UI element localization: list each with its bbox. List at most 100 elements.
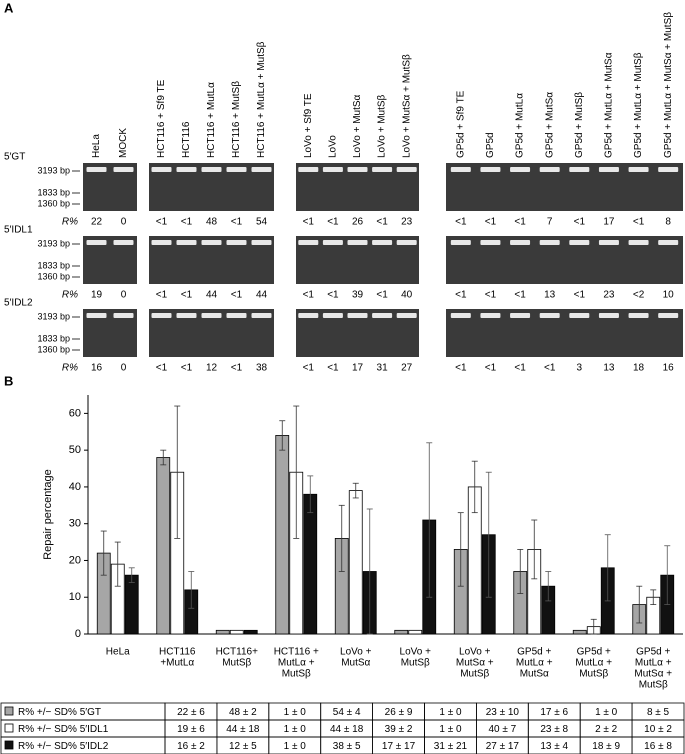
x-tick-label: +MutLα xyxy=(160,658,194,669)
error-bar xyxy=(338,504,345,572)
r-value: <1 xyxy=(327,217,339,228)
r-value: 22 xyxy=(91,217,103,228)
gel-band xyxy=(598,167,619,172)
gel-band xyxy=(176,240,197,245)
table-value: 16 ± 2 xyxy=(177,741,205,752)
r-value: 7 xyxy=(547,217,553,228)
r-value: 23 xyxy=(401,217,413,228)
table-value: 1 ± 0 xyxy=(439,707,462,718)
r-value: 48 xyxy=(206,217,218,228)
r-value: 26 xyxy=(352,217,364,228)
gel-band xyxy=(347,240,368,245)
y-tick-label: 40 xyxy=(69,481,81,493)
y-tick-label: 0 xyxy=(75,628,81,640)
gel-band xyxy=(86,167,107,172)
gel-band xyxy=(201,167,222,172)
lane-label: LoVo + Sf9 TE xyxy=(303,93,314,158)
r-value: <1 xyxy=(156,217,168,228)
lane-label: MOCK xyxy=(118,128,129,158)
gel-band xyxy=(539,167,560,172)
gel-band xyxy=(628,313,649,318)
lane-label: GP5d + MutSβ xyxy=(574,92,585,158)
x-tick-label: MutSβ xyxy=(579,669,608,680)
r-value: 13 xyxy=(544,290,556,301)
x-tick-label: HeLa xyxy=(106,647,130,658)
r-value: <1 xyxy=(303,363,315,374)
gel-band xyxy=(151,167,172,172)
lane-label: LoVo + MutSα + MutSβ xyxy=(401,54,412,158)
r-value: 10 xyxy=(663,290,675,301)
legend-swatch xyxy=(4,723,14,733)
error-bar xyxy=(188,571,195,609)
marker-label: 1833 bp xyxy=(37,260,70,270)
r-value: <1 xyxy=(156,290,168,301)
table-value: 2 ± 2 xyxy=(595,724,618,735)
table-value: 31 ± 21 xyxy=(434,741,468,752)
legend-label: R% +/− SD% 5′IDL1 xyxy=(18,724,109,735)
table-value: 16 ± 8 xyxy=(644,741,672,752)
x-tick-label: LoVo + xyxy=(459,647,491,658)
gel-band xyxy=(113,313,134,318)
marker-label: 1833 bp xyxy=(37,333,70,343)
r-value: <1 xyxy=(376,290,388,301)
x-tick-label: GP5d + xyxy=(636,647,670,658)
bar xyxy=(275,435,290,635)
panel-label: A xyxy=(4,0,14,15)
error-bar xyxy=(664,545,671,605)
legend-swatch xyxy=(4,740,14,750)
lane-label: GP5d + MutLα + MutSα xyxy=(604,52,615,158)
r-value: 44 xyxy=(256,290,268,301)
gel-band xyxy=(598,240,619,245)
gel-band xyxy=(396,313,417,318)
bar xyxy=(124,574,139,635)
gel-band xyxy=(322,240,343,245)
lane-label: GP5d xyxy=(485,132,496,158)
error-bar xyxy=(279,420,286,451)
error-bar xyxy=(307,475,314,514)
table-value: 1 ± 0 xyxy=(284,724,307,735)
gel-band xyxy=(176,313,197,318)
r-value: 0 xyxy=(121,363,127,374)
y-axis-label: Repair percentage xyxy=(42,469,54,560)
r-value: <1 xyxy=(574,217,586,228)
gel-band xyxy=(372,167,393,172)
marker-label: 3193 bp xyxy=(37,238,70,248)
lane-label: HeLa xyxy=(91,134,102,158)
r-value: <1 xyxy=(485,217,497,228)
r-value: 8 xyxy=(665,217,671,228)
table-value: 17 ± 6 xyxy=(540,707,568,718)
marker-label: 1360 bp xyxy=(37,198,70,208)
r-value: <1 xyxy=(514,363,526,374)
gel-band xyxy=(226,167,247,172)
table-value: 1 ± 0 xyxy=(284,741,307,752)
table-value: 39 ± 2 xyxy=(385,724,413,735)
gel-band xyxy=(251,167,272,172)
x-tick-label: MutSα + xyxy=(634,669,672,680)
r-value: 18 xyxy=(633,363,645,374)
r-value: 19 xyxy=(91,290,103,301)
x-tick-label: MutSα + xyxy=(456,658,494,669)
r-value: <1 xyxy=(327,363,339,374)
table-value: 22 ± 6 xyxy=(177,707,205,718)
r-value: <1 xyxy=(303,217,315,228)
r-value: <1 xyxy=(455,363,467,374)
gel-band xyxy=(372,240,393,245)
error-bar xyxy=(100,530,107,576)
r-value: <1 xyxy=(574,290,586,301)
table-value: 26 ± 9 xyxy=(385,707,413,718)
table-value: 17 ± 17 xyxy=(382,741,416,752)
y-tick-label: 30 xyxy=(69,518,81,530)
table-value: 1 ± 0 xyxy=(284,707,307,718)
error-bar xyxy=(485,471,492,598)
error-bar xyxy=(531,519,538,580)
gel-band xyxy=(450,313,471,318)
r-value: <1 xyxy=(485,363,497,374)
table-value: 27 ± 17 xyxy=(486,741,520,752)
bar xyxy=(229,629,244,635)
gel-band xyxy=(450,240,471,245)
table-value: 48 ± 2 xyxy=(229,707,257,718)
x-tick-label: GP5d + xyxy=(577,647,611,658)
error-bar xyxy=(471,460,478,514)
table-value: 23 ± 8 xyxy=(540,724,568,735)
